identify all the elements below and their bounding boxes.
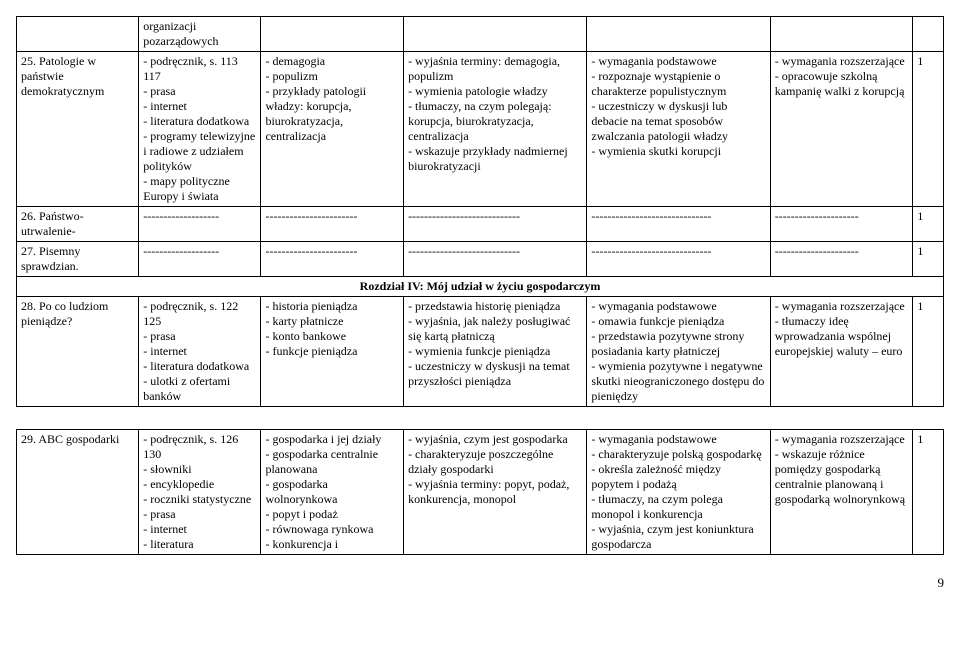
cell: 1: [913, 297, 944, 407]
cell: -----------------------: [261, 242, 404, 277]
section-header: Rozdział IV: Mój udział w życiu gospodar…: [17, 277, 944, 297]
cell: -------------------: [139, 207, 261, 242]
cell: - wyjaśnia terminy: demagogia, populizm …: [404, 52, 587, 207]
cell: ----------------------------: [404, 242, 587, 277]
cell: [770, 17, 913, 52]
cell: ----------------------------: [404, 207, 587, 242]
table-row: organizacji pozarządowych: [17, 17, 944, 52]
cell: - wymagania podstawowe - rozpoznaje wyst…: [587, 52, 770, 207]
cell: 1: [913, 430, 944, 555]
cell: - przedstawia historię pieniądza - wyjaś…: [404, 297, 587, 407]
section-header-row: Rozdział IV: Mój udział w życiu gospodar…: [17, 277, 944, 297]
cell: ---------------------: [770, 242, 913, 277]
cell: - historia pieniądza - karty płatnicze -…: [261, 297, 404, 407]
cell: 26. Państwo- utrwalenie-: [17, 207, 139, 242]
cell: - wymagania rozszerzające - wskazuje róż…: [770, 430, 913, 555]
cell: 28. Po co ludziom pieniądze?: [17, 297, 139, 407]
cell: [404, 17, 587, 52]
cell: - podręcznik, s. 126 130 - słowniki - en…: [139, 430, 261, 555]
cell: [587, 17, 770, 52]
cell: ---------------------: [770, 207, 913, 242]
cell: -----------------------: [261, 207, 404, 242]
cell: - wymagania rozszerzające - tłumaczy ide…: [770, 297, 913, 407]
cell: [261, 17, 404, 52]
cell: [17, 17, 139, 52]
table-row: 29. ABC gospodarki - podręcznik, s. 126 …: [17, 430, 944, 555]
cell: - demagogia - populizm - przykłady patol…: [261, 52, 404, 207]
cell: [913, 17, 944, 52]
cell: 1: [913, 52, 944, 207]
cell: ------------------------------: [587, 242, 770, 277]
cell: - podręcznik, s. 122 125 - prasa - inter…: [139, 297, 261, 407]
cell: ------------------------------: [587, 207, 770, 242]
table-row: 28. Po co ludziom pieniądze? - podręczni…: [17, 297, 944, 407]
cell: - podręcznik, s. 113 117 - prasa - inter…: [139, 52, 261, 207]
cell: 1: [913, 207, 944, 242]
table-row: 25. Patologie w państwie demokratycznym …: [17, 52, 944, 207]
table-row: 26. Państwo- utrwalenie- ---------------…: [17, 207, 944, 242]
cell: - wymagania rozszerzające - opracowuje s…: [770, 52, 913, 207]
cell: 25. Patologie w państwie demokratycznym: [17, 52, 139, 207]
cell: 27. Pisemny sprawdzian.: [17, 242, 139, 277]
cell: -------------------: [139, 242, 261, 277]
page-number: 9: [16, 555, 944, 591]
cell: 29. ABC gospodarki: [17, 430, 139, 555]
cell: - gospodarka i jej działy - gospodarka c…: [261, 430, 404, 555]
cell: 1: [913, 242, 944, 277]
cell: - wymagania podstawowe - charakteryzuje …: [587, 430, 770, 555]
table-row: 27. Pisemny sprawdzian. ----------------…: [17, 242, 944, 277]
content-table: organizacji pozarządowych 25. Patologie …: [16, 16, 944, 555]
cell: - wymagania podstawowe - omawia funkcje …: [587, 297, 770, 407]
cell: - wyjaśnia, czym jest gospodarka - chara…: [404, 430, 587, 555]
cell: organizacji pozarządowych: [139, 17, 261, 52]
spacer-row: [17, 407, 944, 430]
